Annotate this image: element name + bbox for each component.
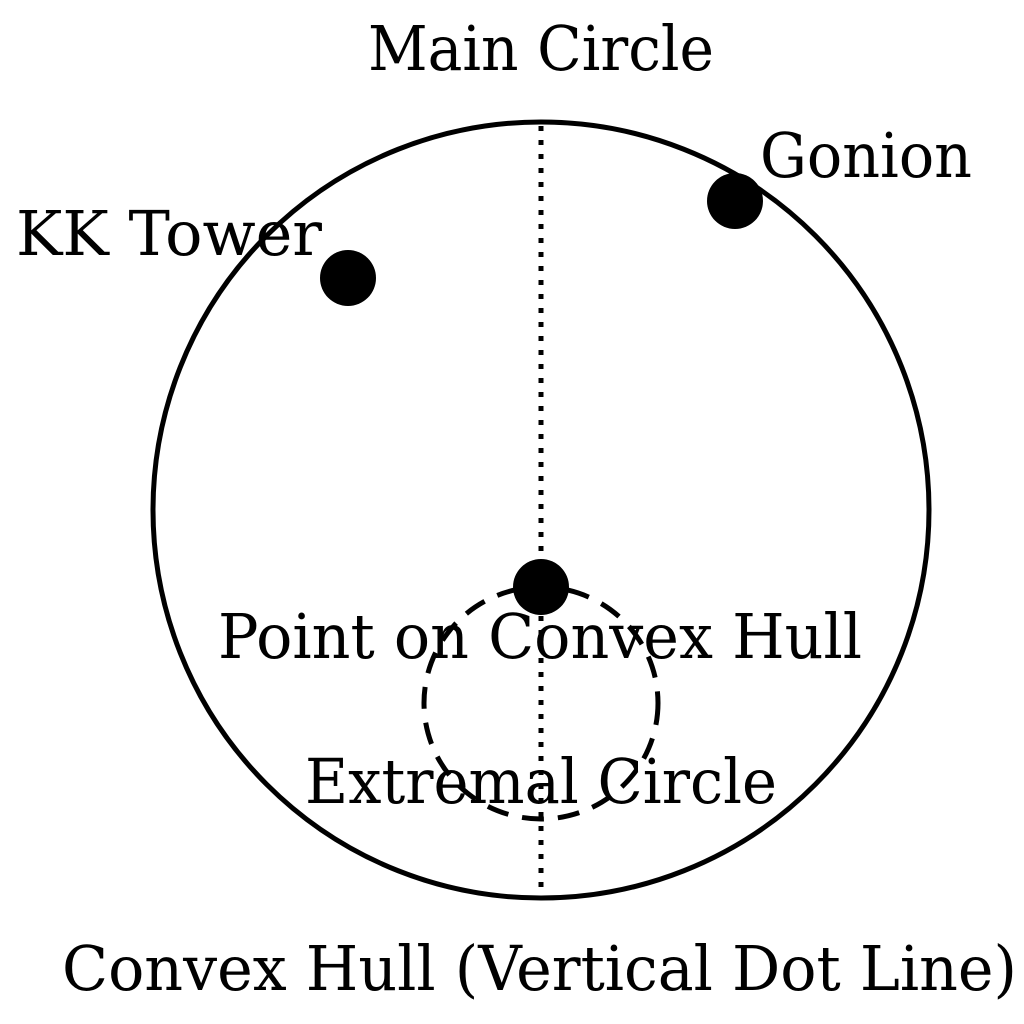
gonion-point [707, 173, 763, 229]
kk-tower-label: KK Tower [16, 197, 322, 270]
main-circle-label: Main Circle [368, 12, 714, 85]
kk-tower-point [320, 250, 376, 306]
point-on-convex-hull-label: Point on Convex Hull [218, 600, 862, 673]
convex-hull-label: Convex Hull (Vertical Dot Line) [62, 932, 1017, 1005]
extremal-circle-label: Extremal Circle [305, 745, 777, 818]
point-on-convex-hull [513, 559, 569, 615]
gonion-label: Gonion [760, 119, 972, 192]
